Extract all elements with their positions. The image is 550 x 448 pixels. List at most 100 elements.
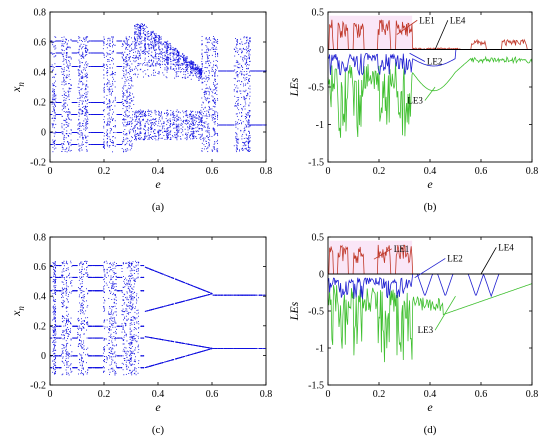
data-point [63, 102, 65, 104]
data-point [176, 63, 178, 65]
data-point [245, 147, 247, 149]
data-point [171, 112, 173, 114]
data-point [102, 48, 104, 50]
data-point [69, 142, 71, 144]
data-point [148, 110, 150, 112]
data-point [148, 39, 150, 41]
data-point [124, 82, 126, 84]
data-point [161, 51, 162, 53]
data-point [189, 134, 191, 136]
data-point [229, 70, 231, 72]
data-point [53, 93, 55, 95]
data-point [123, 75, 125, 77]
data-point [118, 66, 120, 67]
data-point [247, 114, 249, 116]
data-point [169, 132, 171, 134]
data-point [148, 61, 150, 63]
data-point [137, 56, 139, 58]
data-point [204, 115, 206, 117]
data-point [178, 58, 180, 60]
data-point [142, 50, 143, 52]
data-point [161, 111, 162, 113]
data-point [103, 91, 105, 93]
data-point [200, 77, 202, 79]
data-point [52, 102, 54, 104]
data-point [136, 38, 138, 40]
data-point [108, 100, 110, 101]
data-point [51, 40, 53, 42]
data-point [187, 76, 189, 78]
data-point [135, 26, 137, 28]
data-point [153, 122, 155, 124]
data-point [158, 44, 160, 46]
data-point [138, 41, 140, 43]
data-point [52, 96, 54, 98]
data-point [53, 91, 55, 93]
data-point [108, 53, 110, 55]
data-point [207, 55, 209, 57]
data-point [68, 111, 70, 113]
data-point [67, 56, 69, 58]
data-point [100, 114, 102, 115]
data-point [51, 66, 53, 67]
data-point [150, 119, 152, 121]
data-point [167, 67, 169, 69]
data-point [150, 32, 152, 33]
data-point [206, 135, 208, 137]
data-point [100, 132, 102, 133]
data-point [208, 41, 210, 43]
data-point [195, 68, 197, 70]
data-point [144, 52, 146, 54]
data-point [86, 103, 88, 105]
data-point [167, 127, 169, 129]
data-point [167, 121, 169, 123]
data-point [76, 114, 78, 115]
data-point [99, 102, 100, 103]
data-point [191, 72, 193, 74]
data-point [188, 124, 190, 126]
data-point [144, 124, 146, 126]
data-point [169, 48, 171, 50]
data-point [248, 42, 250, 44]
data-point [86, 150, 88, 152]
data-point [126, 39, 128, 40]
data-point [248, 71, 250, 73]
data-point [178, 62, 180, 64]
data-point [63, 80, 64, 82]
data-point [214, 141, 216, 142]
data-point [70, 114, 72, 116]
data-point [166, 66, 168, 68]
data-point [176, 128, 178, 130]
data-point [68, 146, 70, 148]
data-point [183, 63, 185, 65]
data-point [82, 51, 84, 53]
data-point [139, 30, 141, 32]
data-point [242, 43, 244, 45]
data-point [208, 86, 210, 88]
data-point [51, 144, 53, 145]
data-point [216, 94, 218, 95]
data-point [191, 127, 193, 129]
data-point [126, 60, 128, 62]
data-point [129, 123, 131, 125]
data-point [90, 144, 92, 145]
data-point [188, 114, 190, 116]
data-point [103, 101, 105, 103]
data-point [248, 44, 250, 46]
data-point [135, 60, 137, 62]
data-point [161, 118, 163, 120]
data-point [67, 134, 69, 136]
data-point [54, 115, 56, 117]
data-point [134, 32, 136, 34]
data-point [158, 63, 160, 65]
data-point [201, 78, 203, 80]
data-point [106, 137, 108, 139]
data-point [169, 134, 171, 135]
data-point [192, 65, 194, 67]
data-point [248, 57, 250, 59]
data-point [129, 79, 131, 81]
data-point [144, 23, 145, 25]
data-point [82, 137, 83, 139]
data-point [160, 39, 162, 40]
data-point [214, 78, 216, 80]
